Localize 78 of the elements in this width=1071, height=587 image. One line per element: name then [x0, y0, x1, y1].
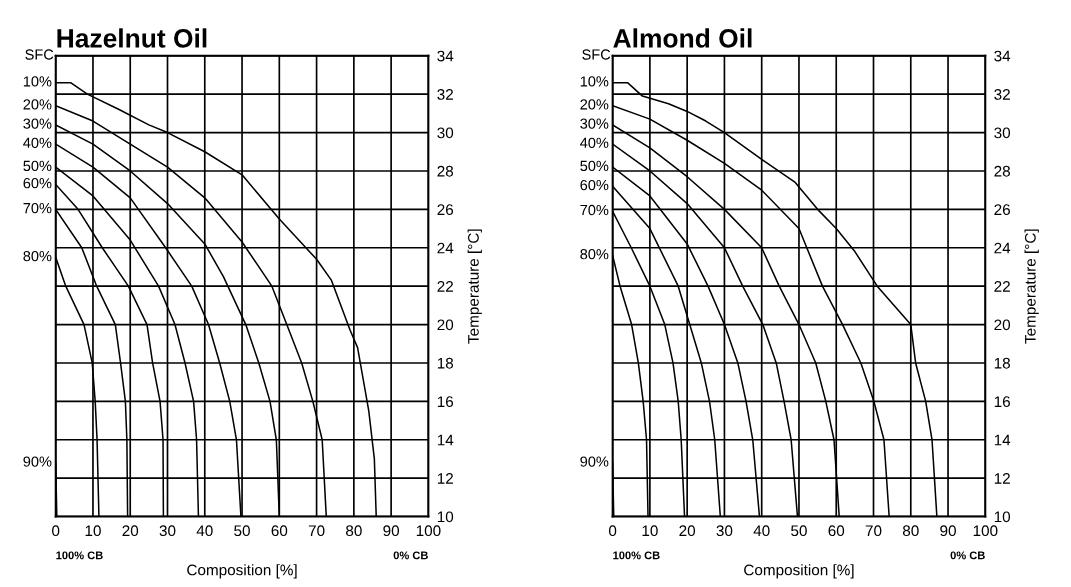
- series-label: 40%: [580, 137, 609, 148]
- text: SFC: [25, 49, 54, 60]
- y-tick-label: 22: [994, 281, 1010, 292]
- x-axis-title: Composition [%]: [744, 564, 854, 579]
- chart-title: Almond Oil: [613, 28, 752, 48]
- series-label: 60%: [23, 177, 52, 189]
- x-tick-label: 30: [716, 525, 733, 537]
- series-label: 50%: [23, 160, 52, 172]
- y-tick-label: 34: [437, 50, 454, 62]
- series-label: 70%: [23, 202, 52, 214]
- x-tick-label: 90: [940, 525, 956, 537]
- series-label: 10%: [580, 76, 609, 87]
- series-label: 20%: [23, 99, 52, 110]
- y-tick-label: 14: [437, 434, 454, 446]
- text: 100% CB: [56, 551, 103, 560]
- series-label: 50%: [580, 160, 609, 172]
- y-tick-label: 16: [994, 396, 1010, 408]
- y-tick-label: 22: [437, 281, 453, 292]
- x-tick-label: 90: [383, 525, 400, 537]
- y-tick-label: 24: [994, 242, 1011, 254]
- x-tick-label: 40: [196, 525, 213, 537]
- x-tick-label: 0: [52, 525, 60, 537]
- text: SFC: [582, 49, 611, 60]
- y-tick-label: 34: [994, 50, 1011, 62]
- series-label: 10%: [23, 76, 52, 87]
- y-axis-title: Temperature [°C]: [1024, 229, 1039, 344]
- x-tick-label: 20: [679, 525, 696, 537]
- x-tick-label: 80: [346, 525, 362, 537]
- y-tick-label: 32: [994, 89, 1010, 100]
- series-label: 40%: [23, 137, 52, 148]
- x-tick-label: 50: [791, 525, 807, 537]
- y-tick-label: 12: [994, 473, 1010, 484]
- series-label: 70%: [580, 204, 609, 216]
- y-tick-label: 14: [994, 434, 1011, 446]
- text: 0% CB: [950, 551, 985, 560]
- chart-title: Hazelnut Oil: [57, 28, 207, 48]
- series-label: 80%: [23, 250, 52, 262]
- series-label: 90%: [23, 456, 52, 467]
- y-tick-label: 20: [437, 319, 454, 331]
- y-tick-label: 16: [437, 396, 454, 408]
- series-label: 30%: [23, 118, 52, 129]
- x-tick-label: 40: [753, 525, 770, 537]
- x-tick-label: 60: [271, 525, 288, 537]
- x-tick-label: 10: [642, 525, 658, 537]
- x-tick-label: 80: [902, 525, 919, 537]
- y-tick-label: 10: [437, 511, 454, 523]
- x-tick-label: 20: [122, 525, 139, 537]
- x-tick-label: 100: [416, 525, 441, 537]
- text: 100% CB: [613, 551, 660, 560]
- series-label: 90%: [580, 456, 609, 467]
- x-tick-label: 10: [85, 525, 101, 537]
- y-tick-label: 26: [994, 204, 1010, 216]
- text: 0% CB: [393, 551, 428, 560]
- y-tick-label: 18: [994, 357, 1010, 369]
- x-tick-label: 0: [608, 525, 617, 537]
- series-label: 20%: [580, 99, 609, 110]
- y-tick-label: 24: [437, 242, 454, 254]
- y-tick-label: 32: [437, 89, 453, 100]
- y-tick-label: 10: [994, 511, 1011, 523]
- y-axis-title: Temperature [°C]: [467, 229, 482, 344]
- y-tick-label: 30: [994, 127, 1011, 139]
- x-axis-title: Composition [%]: [187, 564, 297, 579]
- y-tick-label: 12: [437, 473, 453, 484]
- series-label: 80%: [580, 249, 609, 260]
- y-tick-label: 28: [994, 165, 1010, 177]
- x-tick-label: 30: [159, 525, 176, 537]
- series-label: 60%: [580, 179, 609, 191]
- y-tick-label: 20: [994, 319, 1011, 331]
- x-tick-label: 100: [973, 525, 998, 537]
- x-tick-label: 50: [234, 525, 250, 537]
- series-label: 30%: [580, 118, 609, 129]
- y-tick-label: 18: [437, 357, 454, 369]
- x-tick-label: 60: [828, 525, 845, 537]
- x-tick-label: 70: [865, 525, 882, 537]
- y-tick-label: 26: [437, 204, 454, 216]
- y-tick-label: 30: [437, 127, 454, 139]
- x-tick-label: 70: [308, 525, 325, 537]
- y-tick-label: 28: [437, 165, 454, 177]
